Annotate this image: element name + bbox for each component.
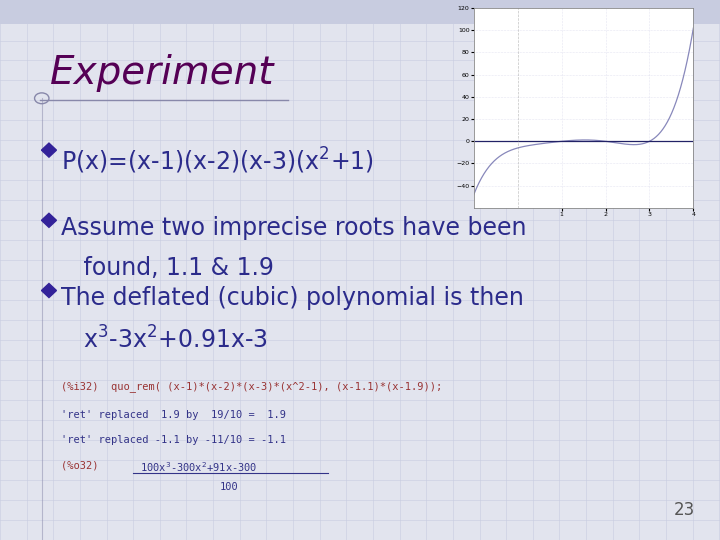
Polygon shape	[42, 143, 56, 157]
Text: 100x$^3$-300x$^2$+91x-300: 100x$^3$-300x$^2$+91x-300	[140, 461, 258, 475]
Text: 23: 23	[673, 502, 695, 519]
Text: x$^3$-3x$^2$+0.91x-3: x$^3$-3x$^2$+0.91x-3	[61, 327, 269, 354]
Text: (%i32)  quo_rem( (x-1)*(x-2)*(x-3)*(x^2-1), (x-1.1)*(x-1.9));: (%i32) quo_rem( (x-1)*(x-2)*(x-3)*(x^2-1…	[61, 381, 443, 392]
FancyBboxPatch shape	[0, 0, 720, 24]
Text: Experiment: Experiment	[50, 54, 275, 92]
Text: (%o32): (%o32)	[61, 461, 111, 471]
Text: P(x)=(x-1)(x-2)(x-3)(x$^2$+1): P(x)=(x-1)(x-2)(x-3)(x$^2$+1)	[61, 146, 374, 176]
Text: found, 1.1 & 1.9: found, 1.1 & 1.9	[61, 256, 274, 280]
Text: 'ret' replaced  1.9 by  19/10 =  1.9: 'ret' replaced 1.9 by 19/10 = 1.9	[61, 410, 287, 421]
Text: 100: 100	[220, 482, 238, 492]
Text: Assume two imprecise roots have been: Assume two imprecise roots have been	[61, 216, 527, 240]
Polygon shape	[42, 213, 56, 227]
Text: The deflated (cubic) polynomial is then: The deflated (cubic) polynomial is then	[61, 286, 524, 310]
Text: 'ret' replaced -1.1 by -11/10 = -1.1: 'ret' replaced -1.1 by -11/10 = -1.1	[61, 435, 287, 445]
Polygon shape	[42, 284, 56, 298]
